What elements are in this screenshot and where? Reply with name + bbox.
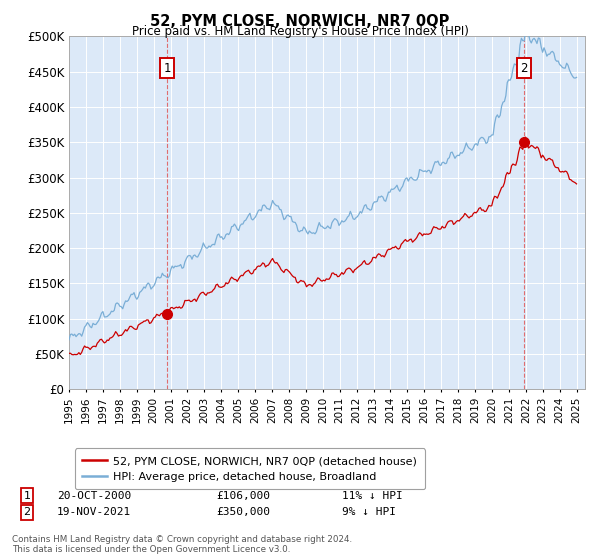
Text: 52, PYM CLOSE, NORWICH, NR7 0QP: 52, PYM CLOSE, NORWICH, NR7 0QP [151,14,449,29]
Text: 1: 1 [163,62,171,74]
Text: 9% ↓ HPI: 9% ↓ HPI [342,507,396,517]
Text: 1: 1 [23,491,31,501]
Legend: 52, PYM CLOSE, NORWICH, NR7 0QP (detached house), HPI: Average price, detached h: 52, PYM CLOSE, NORWICH, NR7 0QP (detache… [74,449,425,489]
Text: £350,000: £350,000 [216,507,270,517]
Text: 19-NOV-2021: 19-NOV-2021 [57,507,131,517]
Text: 2: 2 [520,62,527,74]
Text: Price paid vs. HM Land Registry's House Price Index (HPI): Price paid vs. HM Land Registry's House … [131,25,469,38]
Text: 2: 2 [23,507,31,517]
Text: Contains HM Land Registry data © Crown copyright and database right 2024.
This d: Contains HM Land Registry data © Crown c… [12,535,352,554]
Text: 11% ↓ HPI: 11% ↓ HPI [342,491,403,501]
Text: £106,000: £106,000 [216,491,270,501]
Text: 20-OCT-2000: 20-OCT-2000 [57,491,131,501]
